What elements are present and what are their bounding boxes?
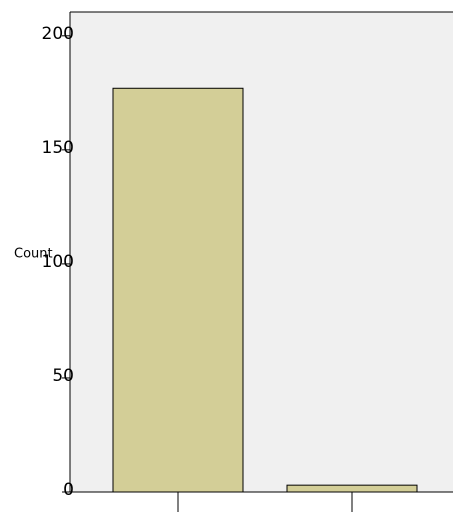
bar bbox=[112, 87, 244, 493]
y-axis-label: Count bbox=[14, 247, 53, 262]
y-tick-label: 50 bbox=[52, 366, 74, 386]
y-tick-label: 200 bbox=[42, 24, 74, 44]
y-tick-label: 100 bbox=[42, 252, 74, 272]
bar bbox=[286, 484, 418, 493]
y-tick-label: 150 bbox=[42, 138, 74, 158]
y-tick-label: 0 bbox=[63, 480, 74, 500]
